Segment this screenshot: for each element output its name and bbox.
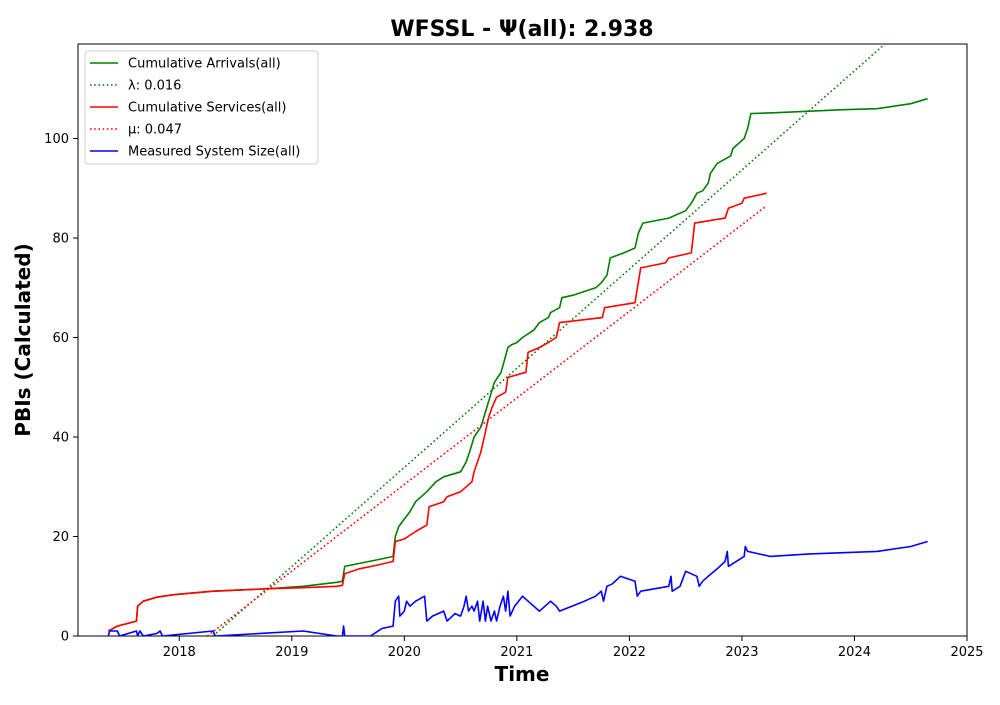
legend-label-2: Cumulative Services(all) (128, 101, 286, 116)
y-tick-label: 20 (52, 530, 69, 545)
x-tick-label: 2022 (613, 645, 646, 660)
chart-title: WFSSL - Ψ(all): 2.938 (390, 17, 653, 42)
plot-area (77, 43, 968, 637)
ticks-layer: 2018 2019 2020 2021 2022 2023 2024 2025 0 20 40 60 8… (44, 132, 983, 660)
x-tick-label: 2020 (388, 645, 421, 660)
legend-label-4: Measured System Size(all) (128, 145, 300, 160)
plot-frame (77, 43, 968, 637)
legend: Cumulative Arrivals(all) λ: 0.016 Cumulati… (84, 50, 319, 165)
legend-label-3: μ: 0.047 (128, 123, 182, 138)
y-axis-label: PBIs (Calculated) (11, 243, 35, 436)
series-layer (107, 44, 928, 636)
series-line-3 (206, 205, 768, 636)
legend-label-1: λ: 0.016 (128, 79, 181, 94)
legend-label-0: Cumulative Arrivals(all) (128, 57, 281, 72)
x-tick-label: 2018 (163, 645, 196, 660)
x-tick-label: 2025 (950, 645, 983, 660)
series-line-4 (107, 540, 928, 636)
series-line-0 (108, 97, 928, 632)
legend-box (84, 50, 319, 165)
series-line-2 (108, 192, 767, 632)
x-tick-label: 2023 (725, 645, 758, 660)
x-tick-label: 2021 (500, 645, 533, 660)
y-tick-label: 40 (52, 431, 69, 446)
y-tick-label: 0 (61, 630, 69, 645)
y-tick-label: 100 (44, 132, 69, 147)
x-tick-label: 2024 (838, 645, 871, 660)
x-axis-label: Time (495, 662, 550, 686)
y-tick-label: 60 (52, 331, 69, 346)
y-tick-label: 80 (52, 232, 69, 247)
x-tick-label: 2019 (275, 645, 308, 660)
